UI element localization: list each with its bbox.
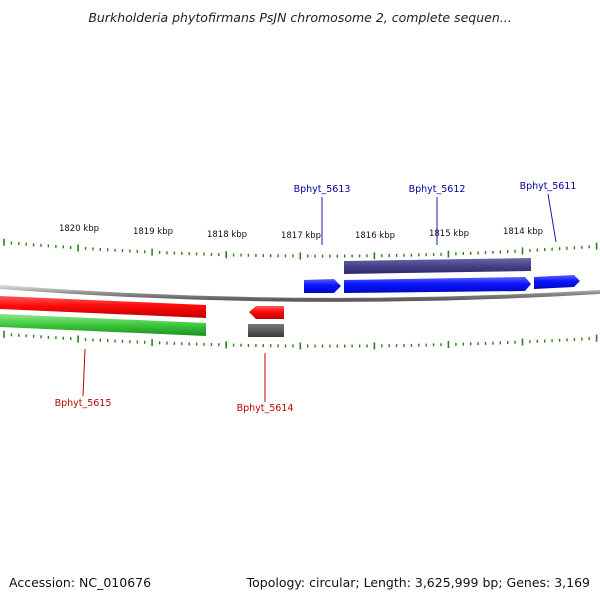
chromosome-backbone: [0, 285, 600, 302]
scale-label-1815: 1815 kbp: [429, 229, 469, 239]
label-leaders: [82, 193, 557, 402]
gene-label-bphyt-5615: Bphyt_5615: [55, 398, 112, 409]
scale-label-1817: 1817 kbp: [281, 231, 321, 241]
leader-bphyt-5611: [547, 193, 557, 243]
outer-scale-ticks: [3, 238, 598, 260]
gene-bar-bphyt-5612: [344, 258, 531, 274]
scale-labels: 1820 kbp 1819 kbp 1818 kbp 1817 kbp 1816…: [59, 224, 543, 241]
inner-scale-ticks: [3, 330, 598, 350]
scale-label-1820: 1820 kbp: [59, 224, 99, 234]
gene-label-bphyt-5612: Bphyt_5612: [409, 184, 466, 195]
reverse-strand-features: [0, 296, 284, 337]
gene-label-bphyt-5611: Bphyt_5611: [520, 181, 577, 192]
cds-arrow-bphyt-5613: [304, 279, 341, 293]
scale-label-1814: 1814 kbp: [503, 227, 543, 237]
leader-bphyt-5615: [82, 348, 86, 397]
gene-bar-bphyt-5615: [0, 314, 206, 336]
cds-bar-bphyt-5615: [0, 296, 206, 318]
gene-label-bphyt-5613: Bphyt_5613: [294, 184, 351, 195]
gene-bar-bphyt-5614: [248, 324, 284, 337]
forward-strand-features: [304, 258, 580, 293]
accession-text: Accession: NC_010676: [9, 575, 152, 590]
map-title: Burkholderia phytofirmans PsJN chromosom…: [88, 10, 512, 25]
topology-summary-text: Topology: circular; Length: 3,625,999 bp…: [246, 575, 590, 590]
scale-label-1816: 1816 kbp: [355, 231, 395, 241]
gene-label-bphyt-5614: Bphyt_5614: [237, 403, 294, 414]
cds-arrow-bphyt-5612: [344, 277, 531, 293]
cds-arrow-bphyt-5611: [534, 275, 580, 289]
scale-label-1818: 1818 kbp: [207, 230, 247, 240]
gene-labels: Bphyt_5613 Bphyt_5612 Bphyt_5611 Bphyt_5…: [55, 181, 577, 414]
scale-label-1819: 1819 kbp: [133, 227, 173, 237]
cds-arrow-bphyt-5614: [249, 306, 284, 319]
